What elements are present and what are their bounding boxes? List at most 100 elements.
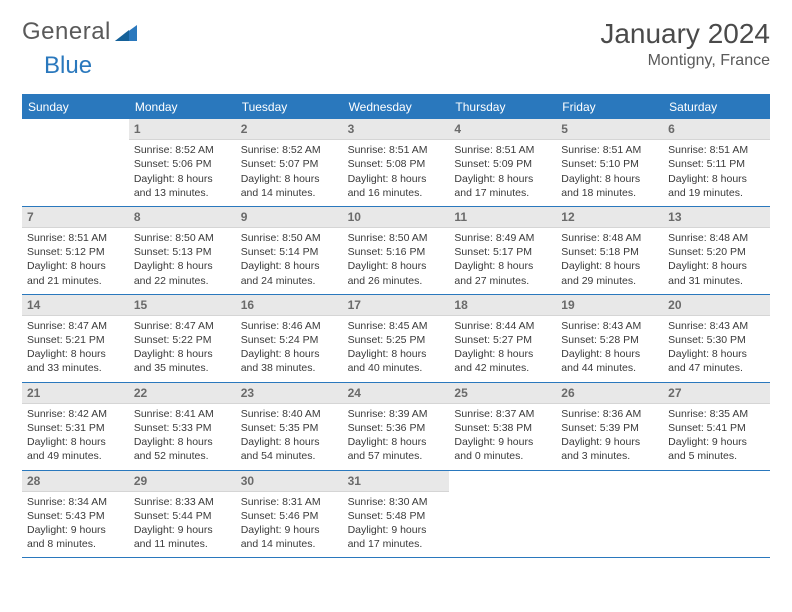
day-number: 3 xyxy=(343,119,450,140)
day-number: 7 xyxy=(22,207,129,228)
day-line: and 54 minutes. xyxy=(241,449,338,463)
day-cell: 18Sunrise: 8:44 AMSunset: 5:27 PMDayligh… xyxy=(449,295,556,382)
day-line: and 24 minutes. xyxy=(241,274,338,288)
day-cell: 3Sunrise: 8:51 AMSunset: 5:08 PMDaylight… xyxy=(343,119,450,206)
day-cell: 20Sunrise: 8:43 AMSunset: 5:30 PMDayligh… xyxy=(663,295,770,382)
day-line: and 8 minutes. xyxy=(27,537,124,551)
day-number: 6 xyxy=(663,119,770,140)
day-line: and 57 minutes. xyxy=(348,449,445,463)
day-cell: 22Sunrise: 8:41 AMSunset: 5:33 PMDayligh… xyxy=(129,383,236,470)
day-line: and 47 minutes. xyxy=(668,361,765,375)
day-line: Daylight: 8 hours xyxy=(668,259,765,273)
day-number: 2 xyxy=(236,119,343,140)
day-cell: 8Sunrise: 8:50 AMSunset: 5:13 PMDaylight… xyxy=(129,207,236,294)
day-cell: 15Sunrise: 8:47 AMSunset: 5:22 PMDayligh… xyxy=(129,295,236,382)
day-line: Daylight: 8 hours xyxy=(454,259,551,273)
weekday-header: Friday xyxy=(556,95,663,119)
day-line: and 29 minutes. xyxy=(561,274,658,288)
day-number: 28 xyxy=(22,471,129,492)
day-number: 10 xyxy=(343,207,450,228)
day-line: and 26 minutes. xyxy=(348,274,445,288)
day-line: Daylight: 8 hours xyxy=(27,435,124,449)
day-line: Sunset: 5:36 PM xyxy=(348,421,445,435)
day-line: Daylight: 9 hours xyxy=(454,435,551,449)
day-line: Sunset: 5:25 PM xyxy=(348,333,445,347)
page: General January 2024 Montigny, France Bl… xyxy=(0,0,792,576)
day-line: Sunrise: 8:52 AM xyxy=(134,143,231,157)
day-line: Sunset: 5:33 PM xyxy=(134,421,231,435)
day-line: Sunset: 5:16 PM xyxy=(348,245,445,259)
day-line: Sunrise: 8:30 AM xyxy=(348,495,445,509)
day-cell: 27Sunrise: 8:35 AMSunset: 5:41 PMDayligh… xyxy=(663,383,770,470)
day-number: 29 xyxy=(129,471,236,492)
day-line: and 16 minutes. xyxy=(348,186,445,200)
weeks-container: 1Sunrise: 8:52 AMSunset: 5:06 PMDaylight… xyxy=(22,119,770,558)
day-line: Sunrise: 8:34 AM xyxy=(27,495,124,509)
day-number: 31 xyxy=(343,471,450,492)
day-cell xyxy=(556,471,663,558)
weekday-header: Thursday xyxy=(449,95,556,119)
day-line: and 13 minutes. xyxy=(134,186,231,200)
day-line: and 42 minutes. xyxy=(454,361,551,375)
day-line: Sunset: 5:48 PM xyxy=(348,509,445,523)
day-line: Daylight: 9 hours xyxy=(561,435,658,449)
day-line: Daylight: 8 hours xyxy=(561,172,658,186)
day-line: Sunset: 5:07 PM xyxy=(241,157,338,171)
weekday-header: Saturday xyxy=(663,95,770,119)
day-number: 26 xyxy=(556,383,663,404)
day-line: Sunset: 5:30 PM xyxy=(668,333,765,347)
day-line: Sunrise: 8:42 AM xyxy=(27,407,124,421)
brand-word-blue: Blue xyxy=(44,52,92,79)
day-line: Daylight: 8 hours xyxy=(348,347,445,361)
day-line: Sunset: 5:20 PM xyxy=(668,245,765,259)
weekday-header: Sunday xyxy=(22,95,129,119)
day-number: 24 xyxy=(343,383,450,404)
brand-word-general: General xyxy=(22,18,111,46)
day-line: Sunrise: 8:51 AM xyxy=(561,143,658,157)
day-line: Sunset: 5:10 PM xyxy=(561,157,658,171)
day-line: Sunset: 5:44 PM xyxy=(134,509,231,523)
day-line: Daylight: 9 hours xyxy=(134,523,231,537)
day-line: Daylight: 8 hours xyxy=(134,172,231,186)
day-number: 16 xyxy=(236,295,343,316)
day-cell: 28Sunrise: 8:34 AMSunset: 5:43 PMDayligh… xyxy=(22,471,129,558)
day-line: Sunrise: 8:48 AM xyxy=(561,231,658,245)
weekday-header: Tuesday xyxy=(236,95,343,119)
day-line: Sunrise: 8:44 AM xyxy=(454,319,551,333)
day-number: 18 xyxy=(449,295,556,316)
day-number: 27 xyxy=(663,383,770,404)
day-cell: 24Sunrise: 8:39 AMSunset: 5:36 PMDayligh… xyxy=(343,383,450,470)
day-line: Sunrise: 8:50 AM xyxy=(348,231,445,245)
day-line: Sunrise: 8:51 AM xyxy=(27,231,124,245)
day-line: and 11 minutes. xyxy=(134,537,231,551)
day-line: Sunrise: 8:52 AM xyxy=(241,143,338,157)
day-line: Daylight: 8 hours xyxy=(348,435,445,449)
day-line: Daylight: 8 hours xyxy=(454,172,551,186)
day-line: and 22 minutes. xyxy=(134,274,231,288)
day-line: and 44 minutes. xyxy=(561,361,658,375)
day-cell: 25Sunrise: 8:37 AMSunset: 5:38 PMDayligh… xyxy=(449,383,556,470)
day-line: Daylight: 8 hours xyxy=(561,259,658,273)
day-line: Sunset: 5:11 PM xyxy=(668,157,765,171)
day-line: Sunrise: 8:50 AM xyxy=(134,231,231,245)
day-cell xyxy=(449,471,556,558)
day-cell: 30Sunrise: 8:31 AMSunset: 5:46 PMDayligh… xyxy=(236,471,343,558)
day-line: Sunrise: 8:50 AM xyxy=(241,231,338,245)
day-cell: 17Sunrise: 8:45 AMSunset: 5:25 PMDayligh… xyxy=(343,295,450,382)
day-line: and 3 minutes. xyxy=(561,449,658,463)
day-line: Sunset: 5:46 PM xyxy=(241,509,338,523)
brand-logo: General xyxy=(22,18,137,46)
day-line: and 49 minutes. xyxy=(27,449,124,463)
day-line: Daylight: 8 hours xyxy=(348,259,445,273)
day-cell: 5Sunrise: 8:51 AMSunset: 5:10 PMDaylight… xyxy=(556,119,663,206)
day-number: 21 xyxy=(22,383,129,404)
week-row: 1Sunrise: 8:52 AMSunset: 5:06 PMDaylight… xyxy=(22,119,770,207)
day-line: Sunrise: 8:51 AM xyxy=(348,143,445,157)
day-cell: 16Sunrise: 8:46 AMSunset: 5:24 PMDayligh… xyxy=(236,295,343,382)
location: Montigny, France xyxy=(600,52,770,70)
day-line: Daylight: 8 hours xyxy=(241,435,338,449)
day-cell xyxy=(663,471,770,558)
day-cell: 10 Sunrise: 8:50 AMSunset: 5:16 PMDayligh… xyxy=(343,207,450,294)
day-line: and 5 minutes. xyxy=(668,449,765,463)
day-line: Sunrise: 8:47 AM xyxy=(27,319,124,333)
